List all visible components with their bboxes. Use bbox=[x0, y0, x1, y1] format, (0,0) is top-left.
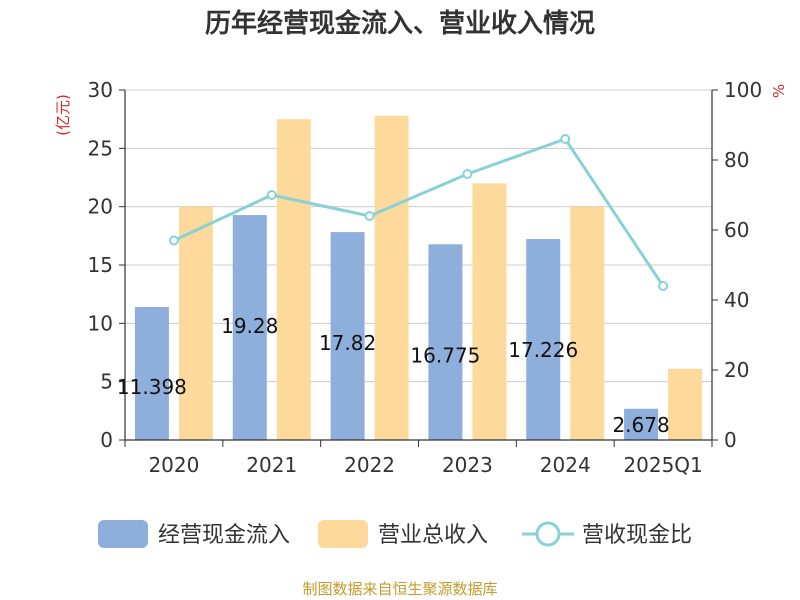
y-right-tick-5: 100 bbox=[724, 78, 762, 102]
legend-marker-2 bbox=[535, 521, 561, 547]
bar-1-3 bbox=[472, 183, 507, 441]
x-tick-label-0: 2020 bbox=[148, 453, 199, 477]
line-point-1 bbox=[266, 190, 277, 200]
bar-1-0 bbox=[178, 206, 213, 440]
bars-layer bbox=[134, 115, 703, 441]
source-note: 制图数据来自恒生聚源数据库 bbox=[302, 580, 497, 598]
bar-0-0 bbox=[134, 307, 169, 440]
data-label-0-3: 16.775 bbox=[410, 343, 480, 367]
data-label-0-5: 2.678 bbox=[612, 413, 669, 437]
line-point-2 bbox=[364, 211, 375, 221]
y-left-unit: (亿元) bbox=[54, 94, 72, 136]
data-labels-layer: 11.398 19.28 17.82 16.775 17.226 2.678 bbox=[117, 314, 670, 437]
bar-0-3 bbox=[428, 244, 463, 440]
chart-title: 历年经营现金流入、营业收入情况 bbox=[205, 8, 595, 39]
legend-label-1: 营业总收入 bbox=[378, 523, 488, 548]
grid-lines bbox=[125, 89, 712, 383]
x-tick-label-4: 2024 bbox=[540, 453, 591, 477]
x-tick-label-1: 2021 bbox=[246, 453, 297, 477]
legend-swatch-1 bbox=[318, 520, 368, 548]
y-right-tick-3: 60 bbox=[724, 218, 749, 242]
data-label-0-1: 19.28 bbox=[221, 314, 278, 338]
data-label-0-2: 17.82 bbox=[319, 331, 376, 355]
y-right-tick-1: 20 bbox=[724, 358, 749, 382]
y-right-unit: % bbox=[770, 84, 788, 98]
y-left-tick-0: 0 bbox=[100, 428, 113, 452]
legend: 经营现金流入 营业总收入 营收现金比 bbox=[98, 520, 692, 548]
legend-swatch-0 bbox=[98, 520, 148, 548]
x-tick-label-3: 2023 bbox=[442, 453, 493, 477]
data-label-0-0: 11.398 bbox=[117, 375, 187, 399]
bar-0-5 bbox=[624, 408, 659, 440]
bar-0-4 bbox=[526, 239, 561, 440]
y-left-tick-3: 15 bbox=[88, 253, 113, 277]
bar-0-1 bbox=[232, 215, 267, 440]
bar-1-5 bbox=[668, 368, 703, 440]
y-right-tick-2: 40 bbox=[724, 288, 749, 312]
y-right-tick-0: 0 bbox=[724, 428, 737, 452]
line-layer bbox=[168, 134, 669, 291]
y-left-tick-6: 30 bbox=[88, 78, 113, 102]
y-left-tick-5: 25 bbox=[88, 136, 113, 160]
axes-layer: 0 5 10 15 20 25 30 0 20 40 60 80 100 2020 2021 2022 2023… bbox=[88, 78, 763, 477]
line-point-3 bbox=[462, 169, 473, 179]
line-series-0 bbox=[173, 137, 665, 287]
y-left-tick-1: 5 bbox=[100, 370, 113, 394]
bar-0-2 bbox=[330, 232, 365, 440]
x-tick-label-5: 2025Q1 bbox=[623, 453, 702, 477]
bar-1-4 bbox=[570, 206, 605, 440]
x-tick-label-2: 2022 bbox=[344, 453, 395, 477]
y-left-tick-2: 10 bbox=[88, 311, 113, 335]
line-point-0 bbox=[168, 235, 179, 246]
bar-1-2 bbox=[374, 115, 409, 441]
y-right-tick-4: 80 bbox=[724, 148, 749, 172]
line-point-4 bbox=[560, 134, 571, 144]
bar-1-1 bbox=[276, 119, 311, 441]
line-point-5 bbox=[658, 281, 669, 291]
legend-label-2: 营收现金比 bbox=[582, 523, 692, 548]
y-left-tick-4: 20 bbox=[88, 195, 113, 219]
legend-label-0: 经营现金流入 bbox=[158, 523, 290, 548]
data-label-0-4: 17.226 bbox=[508, 338, 578, 362]
